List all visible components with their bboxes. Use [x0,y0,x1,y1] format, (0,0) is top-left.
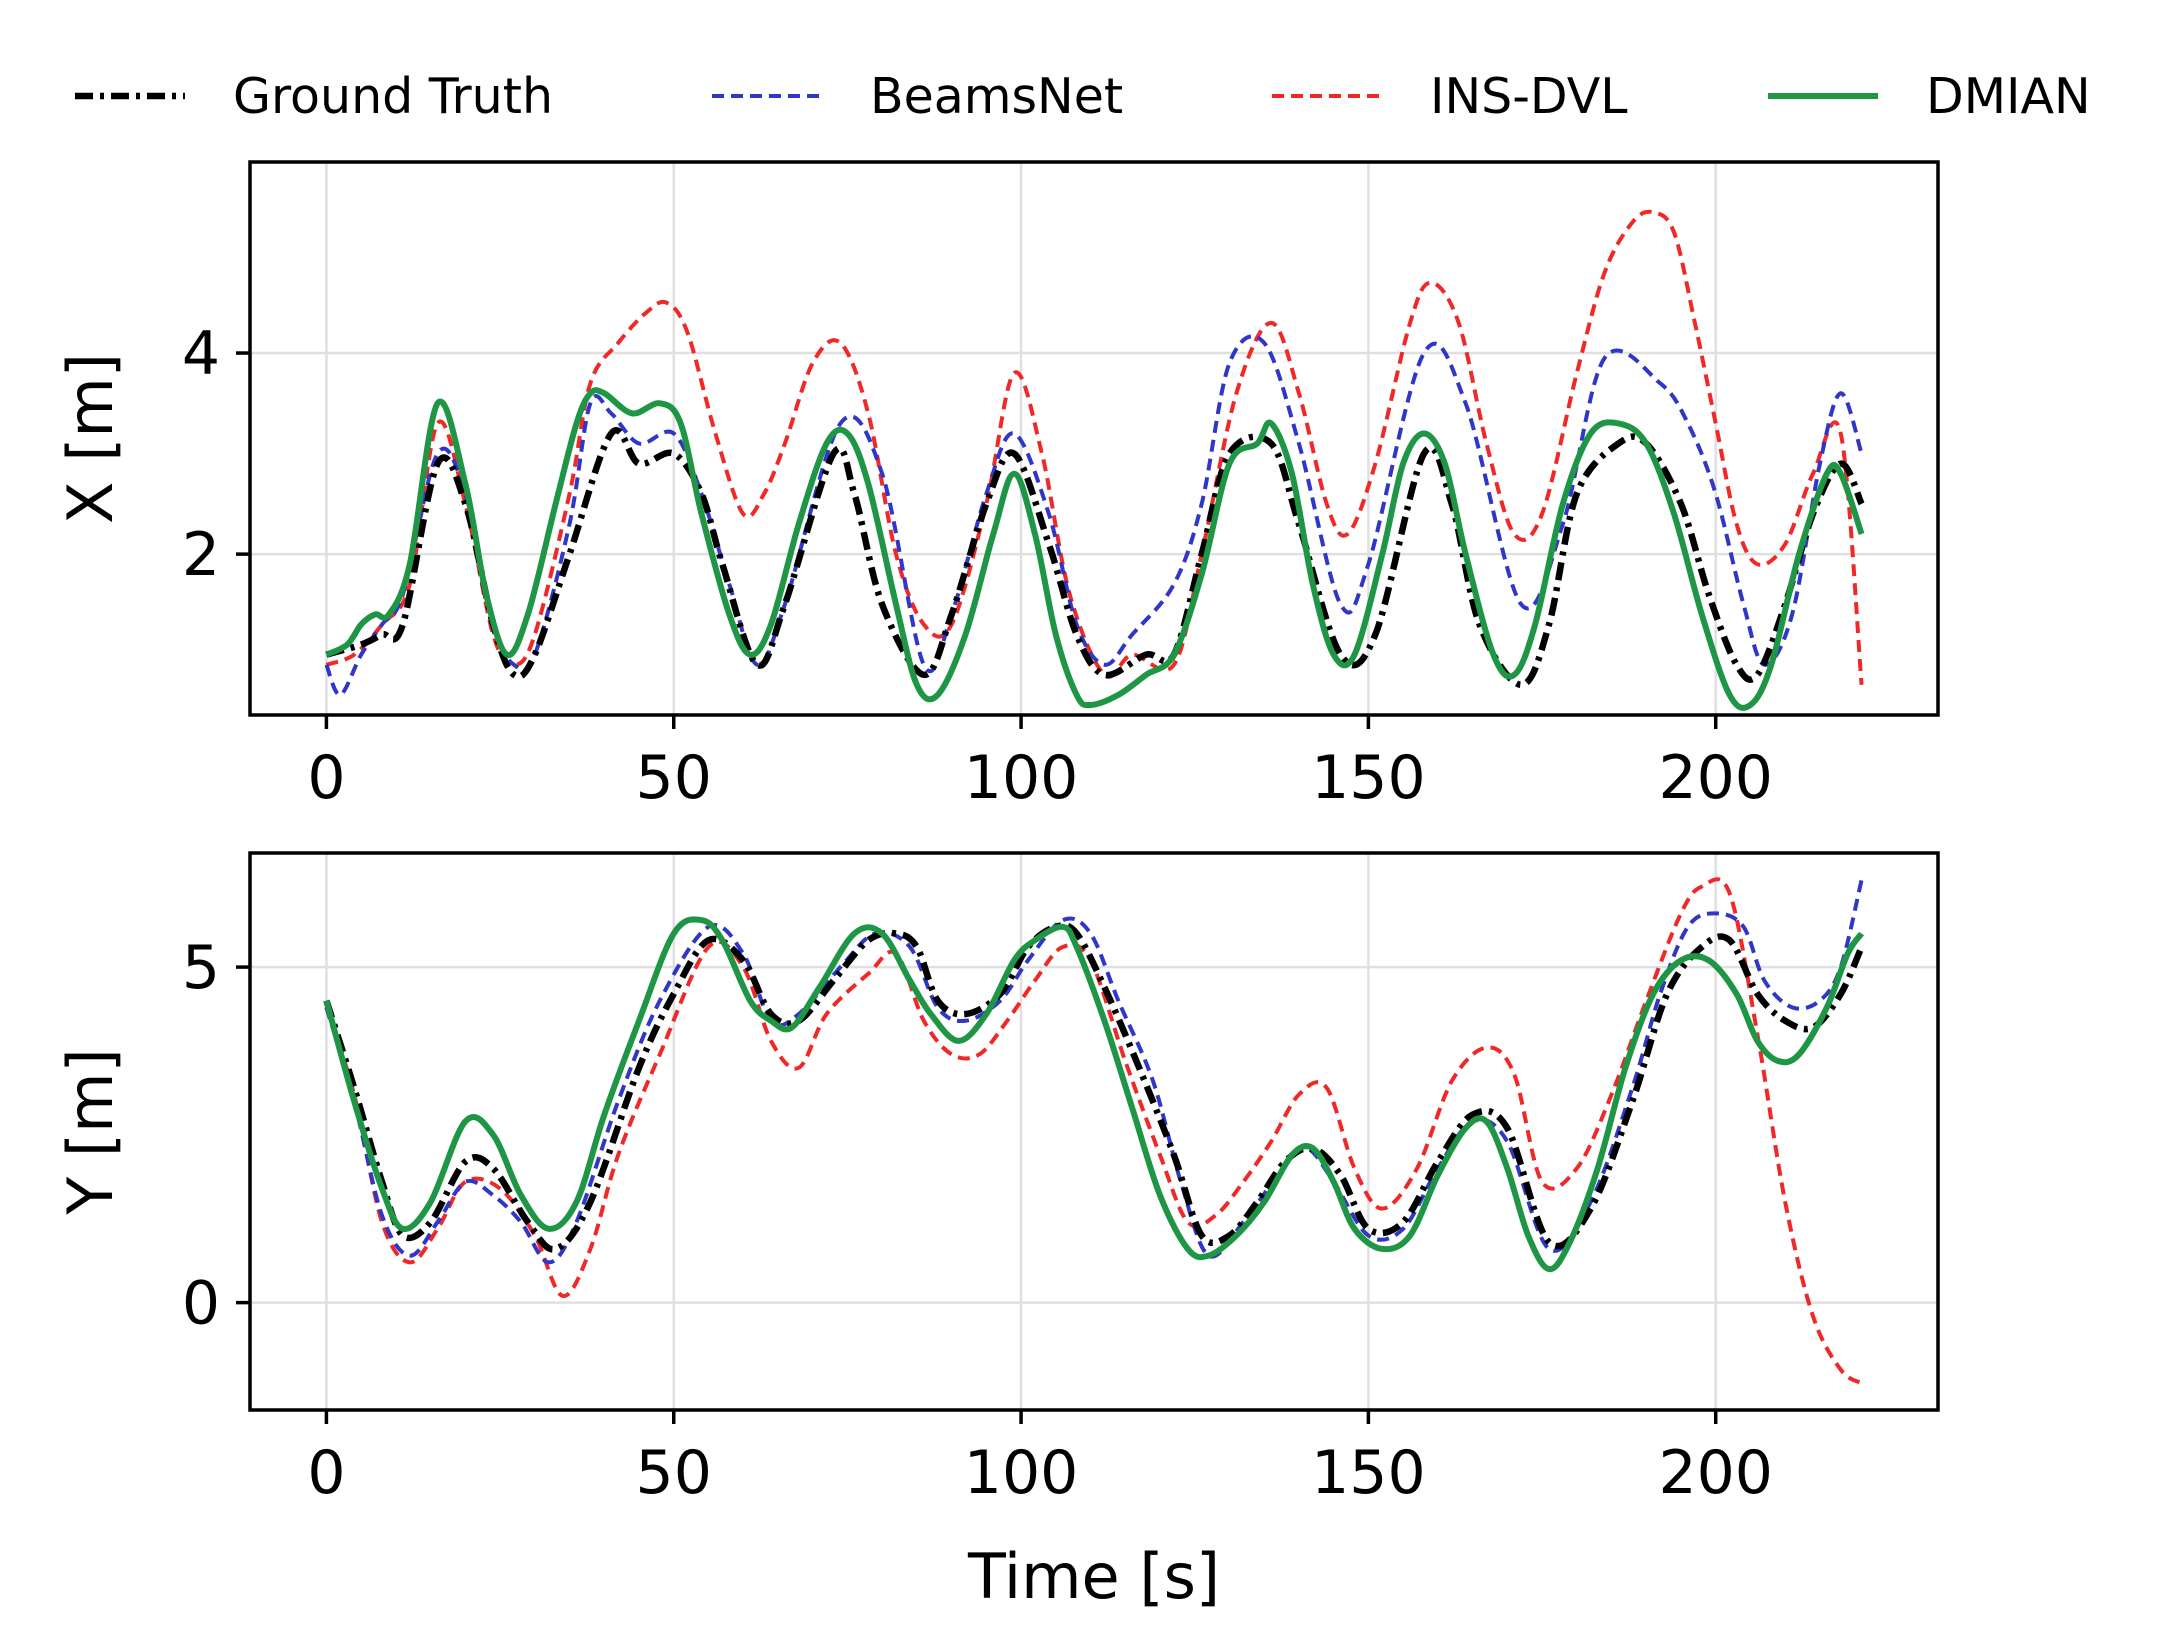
series-group [324,209,1865,711]
series-line-beamsnet [324,879,1864,1265]
legend: Ground Truth BeamsNet INS-DVL DMIAN [75,68,2091,125]
y-axis-title: X [m] [54,353,127,524]
x-tick-label: 150 [1311,1438,1426,1508]
series-line-beamsnet [324,334,1864,697]
series-group [323,877,1865,1385]
legend-label: Ground Truth [233,68,553,125]
legend-label: INS-DVL [1430,68,1628,125]
y-tick-label: 5 [182,933,220,1003]
series-line-ins-dvl [325,209,1864,686]
x-tick-label: 50 [636,1438,712,1508]
series-line-dmian [325,387,1865,711]
legend-label: BeamsNet [870,68,1123,125]
y-position-panel: 0 50 100 150 200 0 5 Y [m] Time [s] [54,851,1940,1613]
legend-item-beamsnet: BeamsNet [712,68,1123,125]
x-tick-label: 50 [636,743,712,813]
x-tick-label: 200 [1658,1438,1773,1508]
x-tick-label: 0 [307,1438,345,1508]
series-line-dmian [323,916,1865,1273]
legend-item-ins-dvl: INS-DVL [1272,68,1628,125]
y-tick-label: 0 [182,1269,220,1339]
x-position-panel: 0 50 100 150 200 2 4 X [m] [54,160,1940,813]
series-line-ground-truth [323,922,1865,1253]
y-tick-label: 4 [182,319,220,389]
legend-item-ground-truth: Ground Truth [75,68,553,125]
series-line-ground-truth [325,427,1865,689]
x-tick-label: 150 [1311,743,1426,813]
x-tick-label: 0 [307,743,345,813]
legend-item-dmian: DMIAN [1768,68,2091,125]
y-tick-label: 2 [182,520,220,590]
x-axis-title: Time [s] [967,1540,1220,1613]
x-tick-label: 200 [1658,743,1773,813]
x-tick-label: 100 [964,1438,1079,1508]
series-line-ins-dvl [324,877,1863,1385]
x-tick-label: 100 [964,743,1079,813]
axes-frame [248,160,1940,717]
legend-label: DMIAN [1926,68,2091,125]
axes-frame [248,851,1940,1412]
y-axis-title: Y [m] [54,1048,127,1215]
